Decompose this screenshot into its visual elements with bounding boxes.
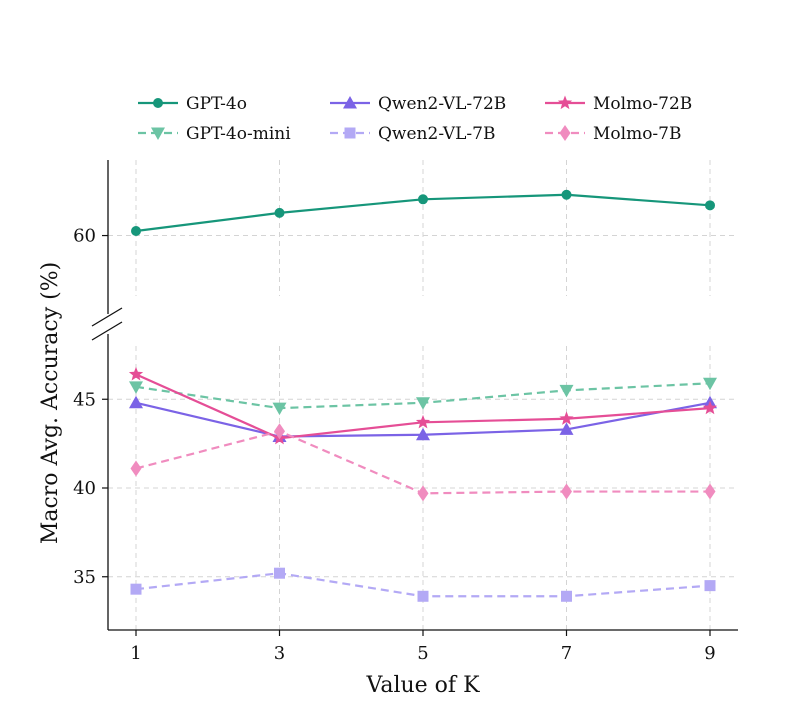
legend: GPT-4o GPT-4o-mini Qwen2-VL-72B Qwen2-VL-7B… (138, 94, 692, 144)
data-point (415, 414, 431, 429)
legend-item-gpt-4o-mini: GPT-4o-mini (138, 124, 291, 144)
data-point (130, 460, 142, 477)
legend-label: Qwen2-VL-7B (378, 124, 495, 144)
break-mark-lower (91, 321, 123, 341)
y-tick-label: 40 (73, 478, 96, 499)
legend-label: Molmo-72B (593, 94, 692, 114)
x-tick-label: 9 (704, 643, 715, 664)
legend-swatch-marker (344, 127, 356, 139)
y-tick-label: 35 (73, 567, 96, 588)
axis-break-marks (91, 307, 123, 341)
data-point (129, 395, 143, 409)
series-qwen2-vl-7b (130, 567, 716, 602)
x-tick-label: 7 (561, 643, 572, 664)
data-point (416, 427, 430, 441)
legend-swatch-marker (343, 96, 357, 109)
data-point (559, 422, 574, 435)
legend-label: Molmo-7B (593, 124, 682, 144)
legend-item-molmo-7b: Molmo-7B (545, 124, 682, 144)
y-tick-label: 45 (73, 389, 96, 410)
break-mark-upper (91, 307, 123, 327)
series (128, 189, 718, 602)
data-point (129, 381, 143, 394)
legend-item-molmo-72b: Molmo-72B (545, 94, 692, 114)
x-tick-label: 5 (417, 643, 428, 664)
legend-label: GPT-4o (186, 94, 247, 114)
legend-swatch-marker (153, 98, 163, 108)
data-point (705, 200, 715, 211)
data-point (703, 377, 717, 391)
data-point (272, 402, 287, 416)
data-point (561, 189, 572, 200)
data-point (416, 397, 430, 410)
data-point (418, 194, 428, 205)
data-point (128, 366, 144, 381)
y-axis-label: Macro Avg. Accuracy (%) (38, 262, 63, 544)
legend-swatch-marker (151, 127, 165, 140)
legend-item-qwen2-vl-7b: Qwen2-VL-7B (330, 124, 495, 144)
grid (108, 160, 738, 630)
legend-swatch-marker (557, 95, 573, 110)
data-point (702, 400, 718, 415)
legend-item-qwen2-vl-72b: Qwen2-VL-72B (330, 94, 506, 114)
data-point (559, 384, 574, 398)
y-tick-label: 60 (73, 226, 96, 247)
legend-item-gpt-4o: GPT-4o (138, 94, 247, 114)
legend-label: Qwen2-VL-72B (378, 94, 506, 114)
series-gpt-4o-mini (129, 377, 717, 416)
data-point (417, 485, 429, 502)
data-point (561, 483, 572, 500)
data-point (559, 411, 574, 425)
data-point (130, 583, 142, 595)
data-point (704, 580, 716, 592)
data-point (274, 207, 285, 218)
data-point (417, 590, 429, 602)
x-tick-label: 1 (130, 643, 141, 664)
legend-swatch-marker (559, 125, 571, 141)
data-point (131, 226, 141, 237)
data-point (561, 590, 572, 602)
x-tick-label: 3 (274, 643, 285, 664)
series-molmo-7b (130, 423, 716, 502)
data-point (274, 567, 285, 579)
x-axis-label: Value of K (365, 673, 480, 698)
series-gpt-4o (131, 189, 715, 237)
legend-label: GPT-4o-mini (186, 124, 291, 144)
data-point (274, 423, 285, 440)
data-point (704, 483, 716, 500)
